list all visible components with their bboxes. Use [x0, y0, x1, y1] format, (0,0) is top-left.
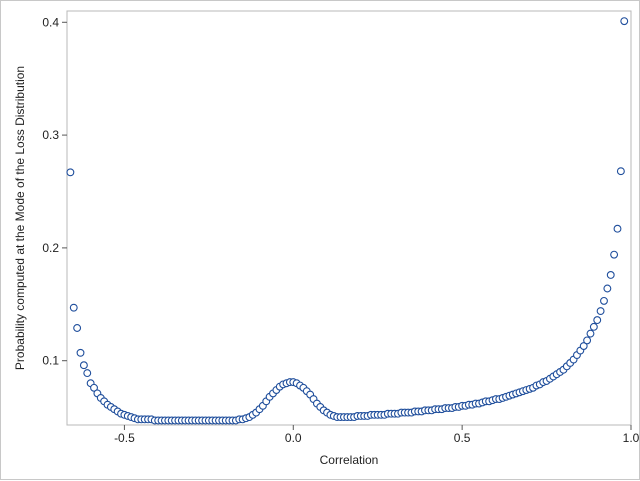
scatter-point	[79, 361, 88, 370]
y-tick-label: 0.4	[42, 15, 59, 29]
x-tick-label: -0.5	[114, 431, 135, 445]
scatter-point	[76, 348, 85, 357]
scatter-point	[596, 307, 605, 316]
scatter-point	[83, 369, 92, 378]
axes: -0.5 0.0 0.5 1.0 0.1 0.2 0.3 0.4	[42, 15, 639, 445]
scatter-point	[583, 336, 592, 345]
y-axis-title: Probability computed at the Mode of the …	[13, 66, 27, 370]
scatter-point	[73, 324, 82, 332]
scatter-point	[69, 303, 78, 312]
y-tick-label: 0.2	[42, 241, 59, 255]
scatter-point	[593, 316, 602, 325]
scatter-point	[90, 383, 98, 392]
scatter-point	[589, 322, 598, 331]
y-tick-label: 0.3	[42, 128, 59, 142]
x-tick-label: 0.0	[285, 431, 302, 445]
scatter-point	[610, 250, 619, 259]
plot-border	[66, 10, 632, 426]
scatter-point	[586, 329, 595, 338]
x-tick-label: 0.5	[454, 431, 471, 445]
scatter-point	[579, 342, 588, 350]
x-tick-label: 1.0	[623, 431, 640, 445]
y-tick-label: 0.1	[42, 354, 59, 368]
scatter-point	[603, 284, 612, 293]
scatter-point	[620, 17, 629, 26]
scatter-point	[613, 224, 622, 233]
scatter-markers	[66, 17, 629, 425]
x-axis-title: Correlation	[320, 453, 379, 467]
scatter-point	[66, 168, 75, 177]
scatter-point	[616, 167, 625, 176]
scatter-point	[606, 271, 615, 279]
scatter-point	[600, 296, 608, 305]
plot-area	[66, 10, 632, 426]
